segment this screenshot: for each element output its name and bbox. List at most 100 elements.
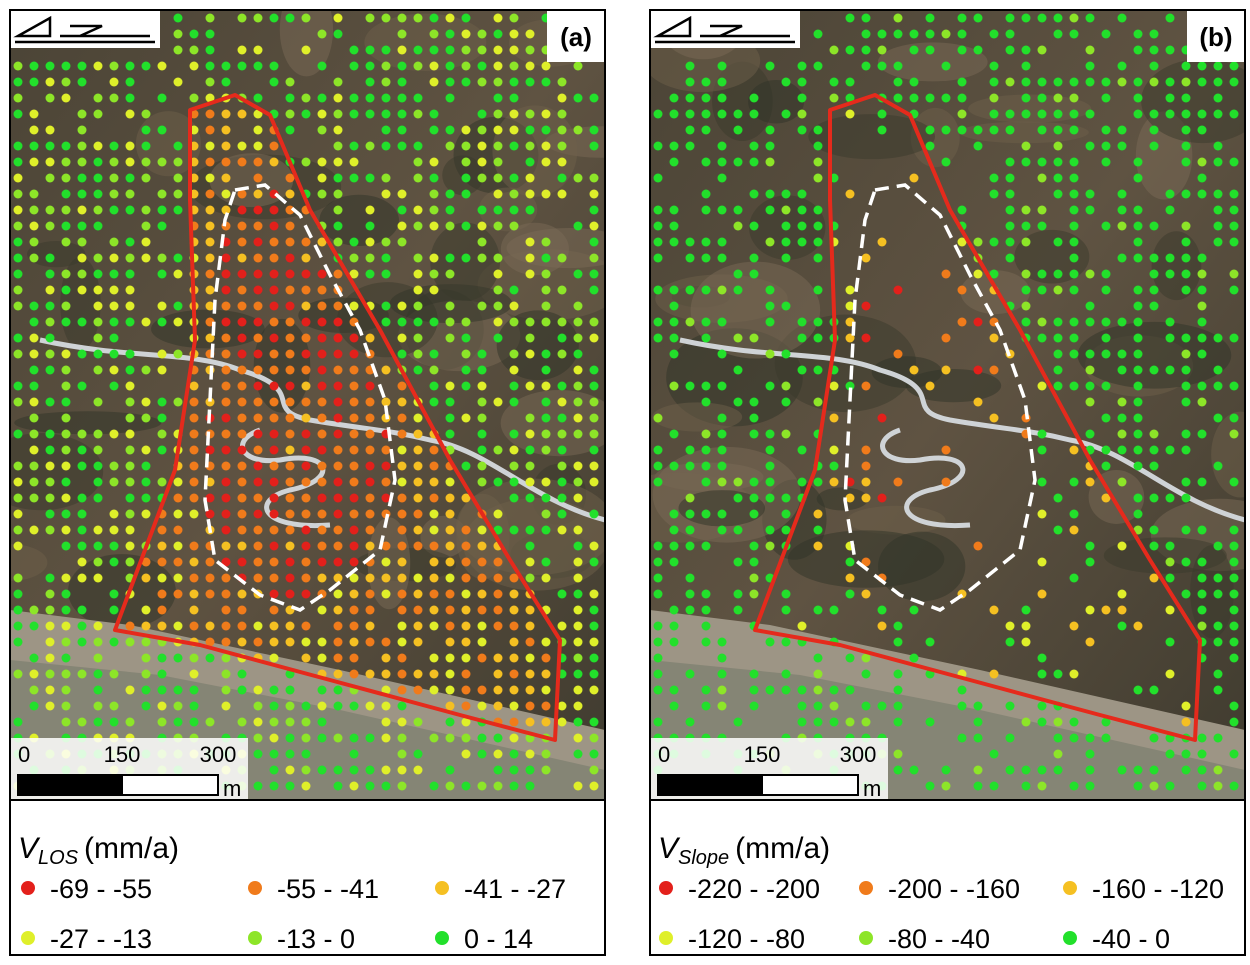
insar-point: [78, 446, 87, 455]
insar-point: [446, 62, 455, 71]
insar-point: [462, 142, 471, 151]
insar-point: [366, 542, 375, 551]
insar-point: [78, 430, 87, 439]
insar-point: [654, 718, 663, 727]
insar-point: [254, 558, 263, 567]
insar-point: [1006, 238, 1015, 247]
insar-point: [142, 174, 151, 183]
insar-point: [478, 462, 487, 471]
insar-point: [446, 718, 455, 727]
insar-point: [1022, 14, 1031, 23]
insar-point: [1086, 398, 1095, 407]
insar-point: [430, 366, 439, 375]
insar-point: [318, 462, 327, 471]
insar-point: [526, 686, 535, 695]
insar-point: [238, 542, 247, 551]
insar-point: [526, 238, 535, 247]
insar-point: [430, 62, 439, 71]
insar-point: [110, 206, 119, 215]
insar-point: [62, 158, 71, 167]
insar-point: [334, 430, 343, 439]
insar-point: [974, 270, 983, 279]
insar-point: [1134, 206, 1143, 215]
insar-point: [206, 78, 215, 87]
insar-point: [430, 558, 439, 567]
insar-point: [30, 78, 39, 87]
insar-point: [958, 734, 967, 743]
insar-point: [686, 590, 695, 599]
insar-point: [94, 542, 103, 551]
insar-point: [766, 446, 775, 455]
insar-point: [478, 782, 487, 791]
insar-point: [398, 94, 407, 103]
insar-point: [430, 270, 439, 279]
insar-point: [206, 30, 215, 39]
insar-point: [590, 542, 599, 551]
insar-point: [750, 254, 759, 263]
insar-point: [1198, 62, 1207, 71]
insar-point: [142, 126, 151, 135]
insar-point: [1230, 750, 1239, 759]
insar-point: [62, 270, 71, 279]
insar-point: [814, 398, 823, 407]
insar-point: [1086, 782, 1095, 791]
insar-point: [542, 142, 551, 151]
insar-point: [574, 542, 583, 551]
insar-point: [542, 430, 551, 439]
insar-point: [174, 78, 183, 87]
insar-point: [366, 510, 375, 519]
insar-point: [574, 558, 583, 567]
insar-point: [206, 446, 215, 455]
insar-point: [1054, 270, 1063, 279]
insar-point: [30, 158, 39, 167]
insar-point: [302, 302, 311, 311]
insar-point: [814, 702, 823, 711]
insar-point: [206, 142, 215, 151]
insar-point: [1134, 302, 1143, 311]
insar-point: [526, 110, 535, 119]
insar-point: [590, 510, 599, 519]
scale-tick-label: 300: [840, 742, 877, 767]
insar-point: [1182, 398, 1191, 407]
insar-point: [446, 270, 455, 279]
insar-point: [1086, 558, 1095, 567]
legend-swatch: [248, 881, 262, 895]
insar-point: [958, 110, 967, 119]
insar-point: [494, 510, 503, 519]
insar-point: [62, 654, 71, 663]
insar-point: [126, 158, 135, 167]
insar-point: [494, 558, 503, 567]
insar-point: [334, 446, 343, 455]
insar-point: [14, 222, 23, 231]
insar-point: [62, 382, 71, 391]
insar-point: [1070, 222, 1079, 231]
insar-point: [654, 558, 663, 567]
insar-point: [462, 782, 471, 791]
insar-point: [398, 638, 407, 647]
insar-point: [302, 766, 311, 775]
insar-point: [30, 622, 39, 631]
insar-point: [1230, 238, 1239, 247]
insar-point: [782, 638, 791, 647]
insar-point: [126, 366, 135, 375]
insar-point: [654, 446, 663, 455]
insar-point: [478, 702, 487, 711]
insar-point: [366, 46, 375, 55]
insar-point: [1150, 110, 1159, 119]
insar-point: [46, 174, 55, 183]
insar-point: [174, 318, 183, 327]
insar-point: [1006, 638, 1015, 647]
insar-point: [574, 270, 583, 279]
insar-point: [254, 126, 263, 135]
insar-point: [1118, 318, 1127, 327]
insar-point: [334, 782, 343, 791]
insar-point: [462, 30, 471, 39]
insar-point: [446, 222, 455, 231]
insar-point: [510, 478, 519, 487]
insar-point: [46, 430, 55, 439]
insar-point: [158, 718, 167, 727]
insar-point: [558, 718, 567, 727]
insar-point: [318, 270, 327, 279]
insar-point: [990, 782, 999, 791]
insar-point: [78, 222, 87, 231]
